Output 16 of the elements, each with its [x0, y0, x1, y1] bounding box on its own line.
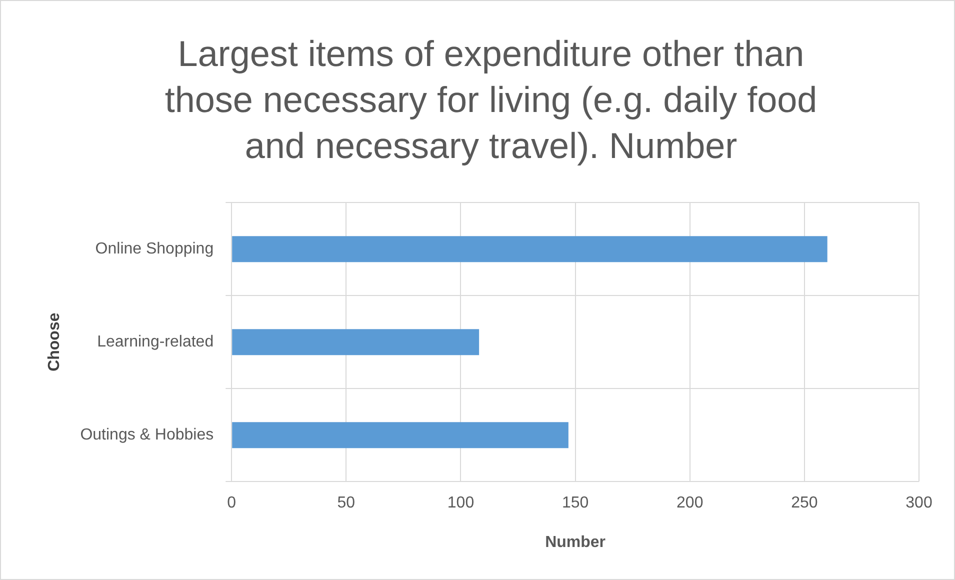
- y-axis-title: Choose: [46, 312, 64, 372]
- y-tick-label: Learning-related: [97, 334, 214, 351]
- bar: [232, 329, 480, 356]
- x-tick-label: 100: [447, 494, 474, 512]
- bar: [232, 422, 568, 448]
- y-tick-label: Online Shopping: [95, 240, 214, 258]
- x-tick-label: 300: [906, 494, 932, 512]
- x-tick-label: 250: [791, 494, 818, 512]
- y-tick-label: Outings & Hobbies: [80, 426, 214, 444]
- x-tick-label: 150: [562, 494, 589, 512]
- x-tick-label: 50: [337, 494, 356, 512]
- x-tick-label: 0: [227, 494, 236, 512]
- bar: [232, 236, 828, 262]
- x-tick-label: 200: [676, 494, 704, 512]
- x-axis-title: Number: [545, 534, 606, 551]
- chart-title: Largest items of expenditure other than those necessary for living (e.g. daily food and necessary travel). Number: [164, 32, 818, 168]
